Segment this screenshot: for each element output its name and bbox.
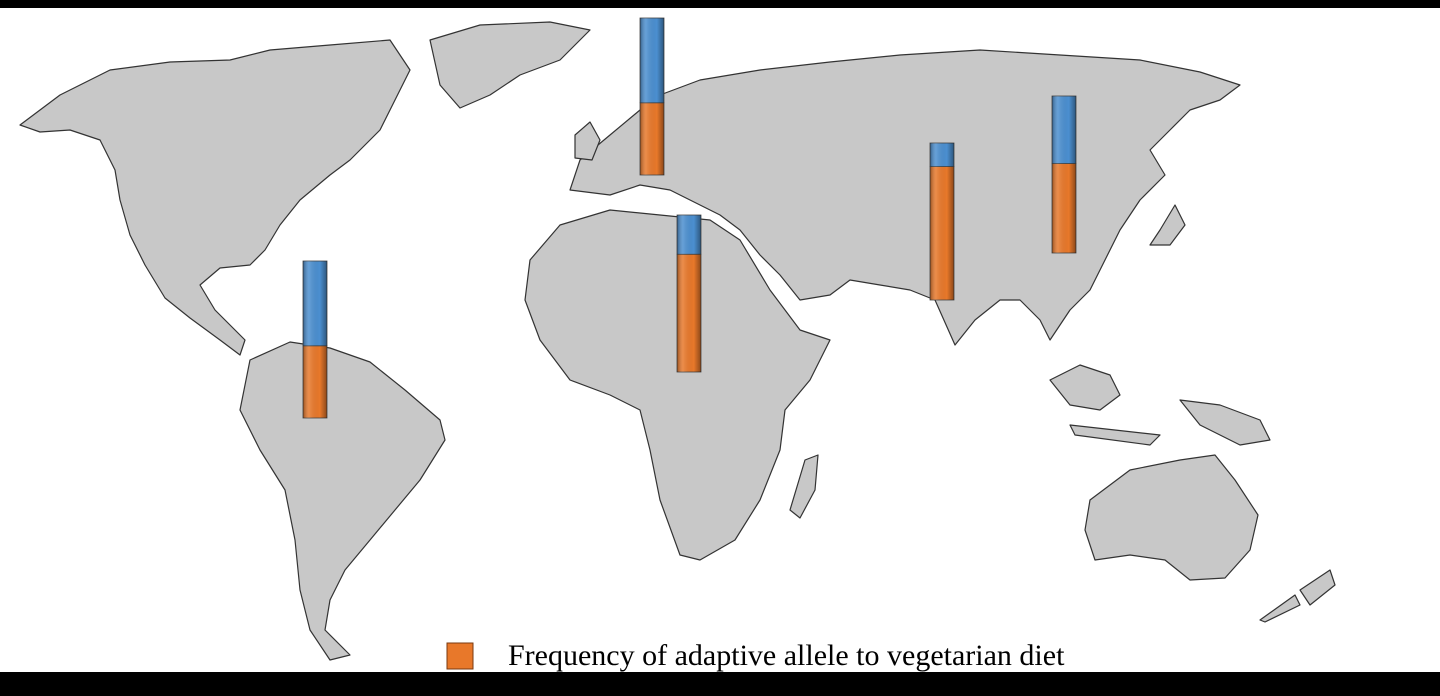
bar-segment	[639, 102, 665, 176]
bar-segment	[929, 166, 955, 301]
bar-segment	[676, 214, 702, 255]
bar-segment	[1051, 95, 1077, 164]
legend-label: Frequency of adaptive allele to vegetari…	[508, 639, 1065, 672]
legend: Frequency of adaptive allele to vegetari…	[446, 639, 1065, 672]
legend-swatch	[446, 642, 474, 670]
bar-segment	[929, 142, 955, 167]
indonesia	[1049, 364, 1271, 446]
britain	[574, 121, 601, 161]
bar-segment	[639, 17, 665, 104]
bar-segment	[302, 345, 328, 419]
bar-segment	[1051, 163, 1077, 254]
greenland	[429, 21, 591, 109]
japan	[1149, 204, 1186, 246]
madagascar	[789, 454, 819, 519]
north-america	[19, 39, 411, 356]
africa	[524, 209, 831, 561]
bar-segment	[676, 253, 702, 373]
south-america	[239, 341, 446, 661]
new-zealand	[1259, 569, 1336, 623]
australia	[1084, 454, 1259, 581]
bar-segment	[302, 260, 328, 347]
